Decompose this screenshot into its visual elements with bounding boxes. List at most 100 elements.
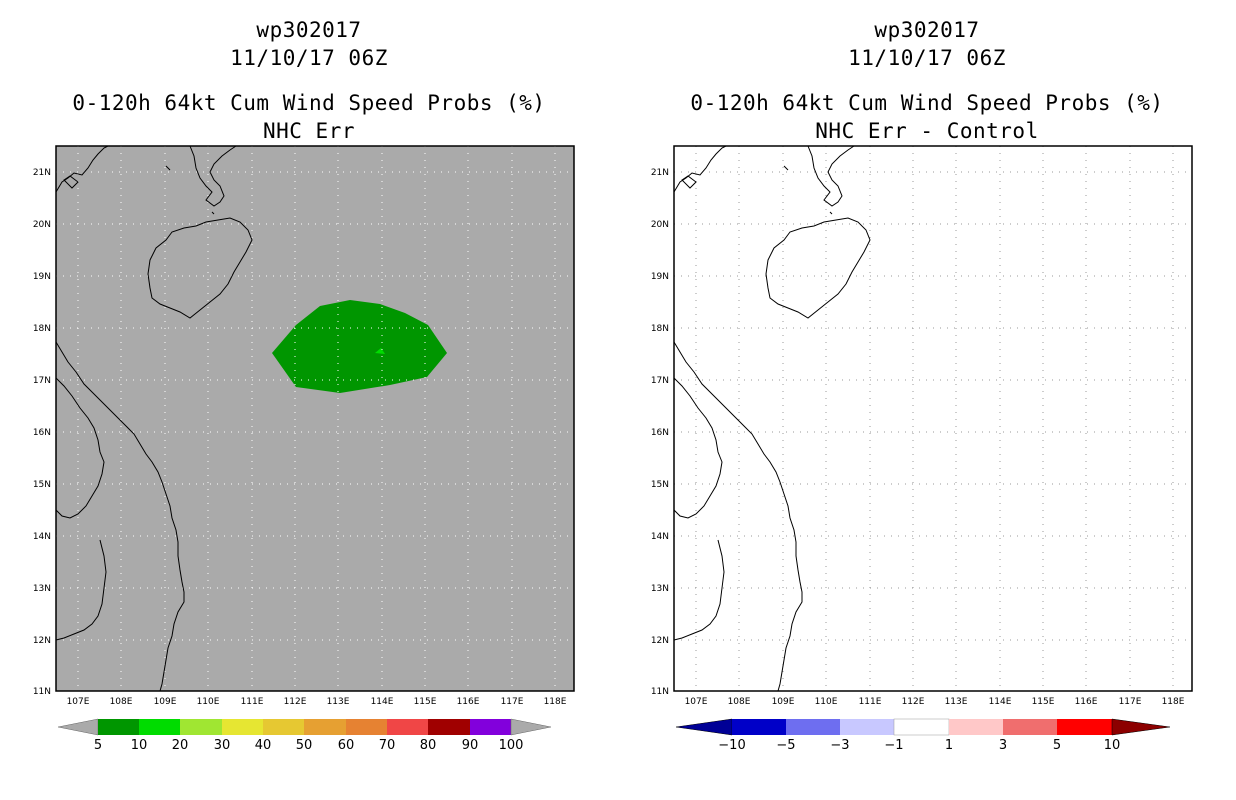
lon-label: 107E bbox=[685, 697, 708, 707]
product-title: 0-120h 64kt Cum Wind Speed Probs (%) bbox=[690, 91, 1164, 115]
storm-id-title: wp302017 bbox=[256, 18, 362, 42]
lon-label: 114E bbox=[371, 697, 394, 707]
colorbar-segment bbox=[346, 719, 387, 735]
lat-label: 20N bbox=[651, 220, 669, 230]
colorbar-label: 90 bbox=[462, 738, 479, 753]
lon-label: 115E bbox=[1032, 697, 1055, 707]
colorbar-label: 40 bbox=[255, 738, 272, 753]
lat-label: 17N bbox=[651, 376, 669, 386]
colorbar-segment bbox=[949, 719, 1003, 735]
colorbar-segment bbox=[98, 719, 139, 735]
colorbar-segment bbox=[428, 719, 470, 735]
lon-label: 108E bbox=[728, 697, 751, 707]
colorbar-label: 1 bbox=[945, 738, 953, 753]
lon-label: 108E bbox=[110, 697, 133, 707]
colorbar-start-triangle bbox=[675, 718, 733, 736]
map-right: 21N 20N 19N 18N 17N 16N 15N 14N 13N 12N … bbox=[651, 145, 1193, 753]
product-title: 0-120h 64kt Cum Wind Speed Probs (%) bbox=[72, 91, 546, 115]
colorbar-label: 5 bbox=[1053, 738, 1061, 753]
colorbar-segment bbox=[1003, 719, 1057, 735]
colorbar-segment bbox=[840, 719, 894, 735]
datetime-title: 11/10/17 06Z bbox=[230, 46, 388, 70]
colorbar-label: −1 bbox=[884, 738, 903, 753]
lat-label: 19N bbox=[33, 272, 51, 282]
storm-id-title: wp302017 bbox=[874, 18, 980, 42]
lon-label: 113E bbox=[945, 697, 968, 707]
lat-label: 18N bbox=[33, 324, 51, 334]
lon-label: 110E bbox=[197, 697, 220, 707]
colorbar-segment bbox=[387, 719, 428, 735]
lon-label: 112E bbox=[902, 697, 925, 707]
lat-label: 18N bbox=[651, 324, 669, 334]
lon-label: 115E bbox=[414, 697, 437, 707]
colorbar-label: 5 bbox=[94, 738, 102, 753]
lat-label: 19N bbox=[651, 272, 669, 282]
colorbar-segment bbox=[304, 719, 346, 735]
lon-labels: 107E 108E 109E 110E 111E 112E 113E 114E … bbox=[685, 697, 1185, 707]
colorbar-label: 50 bbox=[296, 738, 313, 753]
lon-label: 118E bbox=[1162, 697, 1185, 707]
lon-label: 113E bbox=[327, 697, 350, 707]
datetime-title: 11/10/17 06Z bbox=[848, 46, 1006, 70]
lat-label: 11N bbox=[651, 687, 669, 697]
lon-label: 117E bbox=[501, 697, 524, 707]
lon-label: 114E bbox=[989, 697, 1012, 707]
colorbar-segment bbox=[222, 719, 263, 735]
lat-labels: 21N 20N 19N 18N 17N 16N 15N 14N 13N 12N … bbox=[651, 168, 669, 697]
colorbar-label: 10 bbox=[131, 738, 148, 753]
lon-label: 111E bbox=[859, 697, 882, 707]
colorbar-segment bbox=[470, 719, 511, 735]
colorbar-label: 80 bbox=[420, 738, 437, 753]
lat-label: 11N bbox=[33, 687, 51, 697]
colorbar-segment bbox=[893, 718, 950, 736]
coastline bbox=[673, 145, 871, 692]
panel-nhc-err: wp302017 11/10/17 06Z 0-120h 64kt Cum Wi… bbox=[33, 18, 575, 753]
lon-label: 109E bbox=[154, 697, 177, 707]
map-frame bbox=[55, 145, 575, 692]
map-background bbox=[56, 146, 574, 691]
colorbar-label: 30 bbox=[214, 738, 231, 753]
colorbar-label: 10 bbox=[1104, 738, 1121, 753]
lat-label: 14N bbox=[33, 532, 51, 542]
lat-label: 12N bbox=[33, 636, 51, 646]
lat-label: 16N bbox=[651, 428, 669, 438]
map-frame bbox=[673, 145, 1193, 692]
colorbar-label: −3 bbox=[830, 738, 849, 753]
colorbar-label: 60 bbox=[338, 738, 355, 753]
colorbar-label: −5 bbox=[776, 738, 795, 753]
lat-label: 12N bbox=[651, 636, 669, 646]
lat-label: 17N bbox=[33, 376, 51, 386]
colorbar-segment bbox=[139, 719, 180, 735]
lat-label: 20N bbox=[33, 220, 51, 230]
colorbar-segment bbox=[1057, 719, 1112, 735]
colorbar-end-triangle bbox=[1111, 718, 1171, 736]
lon-labels: 107E 108E 109E 110E 111E 112E 113E 114E … bbox=[67, 697, 567, 707]
subtitle: NHC Err - Control bbox=[815, 119, 1039, 143]
colorbar-label: 20 bbox=[172, 738, 189, 753]
lon-label: 116E bbox=[457, 697, 480, 707]
colorbar-segment bbox=[786, 719, 840, 735]
map-left: 21N 20N 19N 18N 17N 16N 15N 14N 13N 12N … bbox=[33, 145, 575, 753]
lon-label: 118E bbox=[544, 697, 567, 707]
colorbar-segment bbox=[263, 719, 304, 735]
lon-label: 111E bbox=[241, 697, 264, 707]
lon-label: 107E bbox=[67, 697, 90, 707]
lat-label: 21N bbox=[33, 168, 51, 178]
subtitle: NHC Err bbox=[262, 119, 355, 143]
colorbar-left: 5 10 20 30 40 50 60 70 80 90 100 bbox=[57, 718, 552, 753]
panel-nhc-err-control: wp302017 11/10/17 06Z 0-120h 64kt Cum Wi… bbox=[618, 0, 1236, 800]
lat-labels: 21N 20N 19N 18N 17N 16N 15N 14N 13N 12N … bbox=[33, 168, 51, 697]
lat-label: 16N bbox=[33, 428, 51, 438]
probability-area bbox=[272, 300, 447, 393]
lat-label: 13N bbox=[33, 584, 51, 594]
coastline bbox=[55, 145, 253, 692]
lon-label: 117E bbox=[1119, 697, 1142, 707]
colorbar-segment bbox=[732, 719, 786, 735]
lat-label: 13N bbox=[651, 584, 669, 594]
colorbar-segment bbox=[180, 719, 222, 735]
lat-label: 15N bbox=[33, 480, 51, 490]
colorbar-label: 100 bbox=[499, 738, 524, 753]
lon-label: 116E bbox=[1075, 697, 1098, 707]
colorbar-label: 3 bbox=[999, 738, 1007, 753]
lon-label: 109E bbox=[772, 697, 795, 707]
